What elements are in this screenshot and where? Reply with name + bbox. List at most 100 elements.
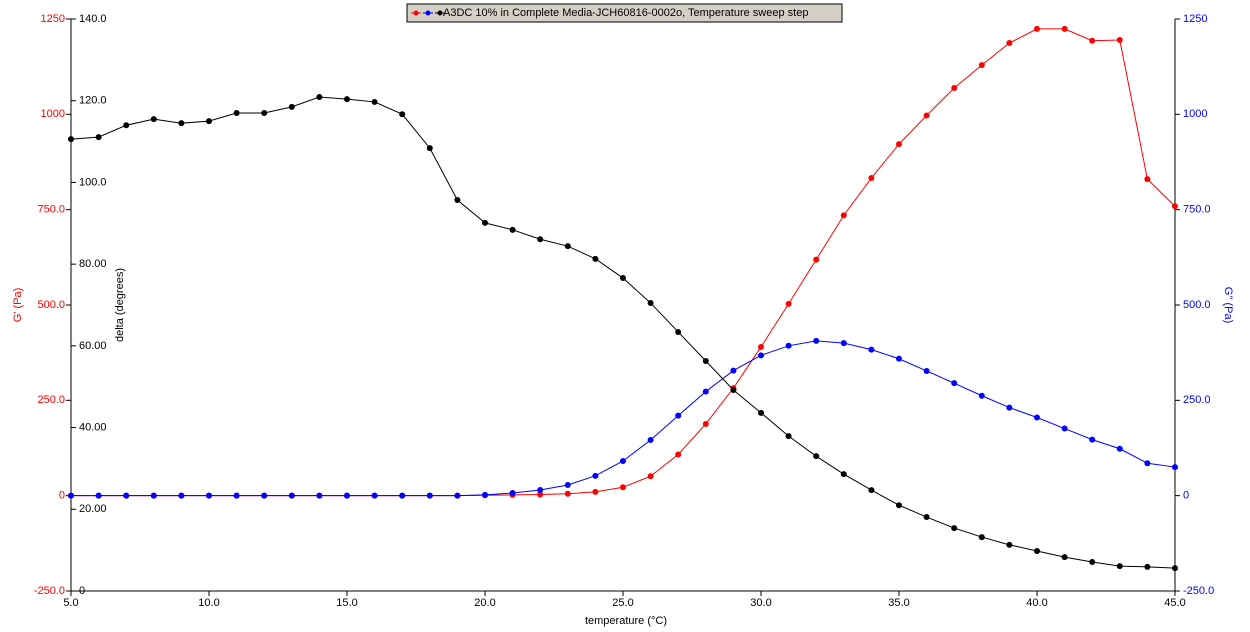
data-point bbox=[426, 492, 433, 499]
data-point bbox=[923, 514, 930, 521]
data-point bbox=[1034, 25, 1040, 32]
data-point bbox=[951, 380, 958, 387]
data-point bbox=[1061, 425, 1068, 432]
data-point bbox=[840, 471, 847, 478]
data-point bbox=[454, 492, 461, 499]
data-point bbox=[1006, 404, 1013, 411]
series-line bbox=[71, 28, 1176, 497]
legend-box bbox=[406, 3, 843, 23]
x-tick-label: 5.0 bbox=[63, 597, 78, 609]
data-point bbox=[1006, 40, 1013, 47]
data-point bbox=[1116, 445, 1123, 452]
y-tick-label: 750.0 bbox=[37, 204, 65, 216]
data-point bbox=[68, 136, 74, 143]
data-point bbox=[1172, 565, 1178, 572]
data-point bbox=[813, 256, 820, 263]
data-point bbox=[592, 472, 599, 479]
data-point bbox=[730, 386, 737, 393]
data-point bbox=[371, 98, 378, 105]
data-point bbox=[675, 412, 682, 419]
data-point bbox=[123, 492, 130, 499]
legend-text: A3DC 10% in Complete Media-JCH60816-0002… bbox=[443, 7, 808, 19]
data-point bbox=[316, 492, 323, 499]
data-point bbox=[813, 453, 820, 460]
data-point bbox=[1089, 436, 1096, 443]
data-point bbox=[95, 492, 102, 499]
data-point bbox=[316, 94, 323, 101]
x-tick-label: 45.0 bbox=[1164, 597, 1185, 609]
x-tick-label: 15.0 bbox=[336, 597, 357, 609]
y-tick-label: 1250 bbox=[41, 13, 65, 25]
x-tick-label: 20.0 bbox=[474, 597, 495, 609]
data-point bbox=[564, 481, 571, 488]
data-point bbox=[1089, 558, 1096, 565]
y3-tick-label: 120.0 bbox=[79, 95, 107, 107]
data-point bbox=[951, 85, 958, 92]
data-point bbox=[896, 355, 902, 362]
data-point bbox=[399, 492, 406, 499]
data-point bbox=[923, 367, 930, 374]
data-point bbox=[150, 116, 157, 123]
x-tick-label: 30.0 bbox=[750, 597, 771, 609]
y2-tick-label: 750.0 bbox=[1183, 204, 1211, 216]
data-point bbox=[233, 492, 240, 499]
data-point bbox=[1172, 203, 1178, 210]
data-point bbox=[1144, 460, 1151, 467]
y3-tick-label: 20.00 bbox=[79, 503, 107, 515]
data-point bbox=[1116, 563, 1123, 570]
data-point bbox=[730, 367, 737, 374]
data-point bbox=[233, 109, 240, 116]
data-point bbox=[1061, 554, 1068, 561]
y-tick-label: 250.0 bbox=[37, 394, 65, 406]
data-point bbox=[592, 488, 599, 495]
y3-tick-label: 40.00 bbox=[79, 421, 107, 433]
data-point bbox=[978, 534, 985, 541]
y2-tick-label: -250.0 bbox=[1183, 585, 1214, 597]
data-point bbox=[482, 219, 488, 226]
data-point bbox=[537, 486, 544, 493]
data-point bbox=[261, 109, 268, 116]
data-point bbox=[923, 112, 930, 119]
y2-tick-label: 1250 bbox=[1183, 13, 1207, 25]
y-tick-label: 0 bbox=[59, 490, 65, 502]
data-point bbox=[620, 275, 626, 282]
data-point bbox=[758, 343, 764, 350]
data-point bbox=[868, 175, 875, 182]
data-point bbox=[178, 492, 185, 499]
data-point bbox=[758, 352, 764, 359]
data-point bbox=[288, 492, 295, 499]
y3-tick-label: 0 bbox=[79, 585, 85, 597]
data-point bbox=[178, 120, 185, 127]
x-axis-label: temperature (°C) bbox=[585, 615, 667, 627]
x-tick-label: 40.0 bbox=[1026, 597, 1047, 609]
y3-tick-label: 60.00 bbox=[79, 340, 107, 352]
data-point bbox=[702, 357, 709, 364]
x-tick-label: 10.0 bbox=[198, 597, 219, 609]
y-axis-label: G' (Pa) bbox=[12, 288, 24, 323]
data-point bbox=[1172, 464, 1178, 471]
data-point bbox=[1144, 176, 1151, 183]
data-point bbox=[564, 490, 571, 497]
data-point bbox=[785, 300, 792, 307]
data-point bbox=[840, 212, 847, 219]
data-point bbox=[537, 491, 544, 498]
data-point bbox=[1116, 36, 1123, 43]
data-point bbox=[647, 299, 654, 306]
data-point bbox=[978, 392, 985, 399]
data-point bbox=[68, 492, 74, 499]
data-point bbox=[647, 473, 654, 480]
data-point bbox=[95, 134, 102, 141]
legend-marker bbox=[413, 10, 419, 16]
legend-marker bbox=[425, 10, 431, 16]
y-tick-label: -250.0 bbox=[34, 585, 65, 597]
data-point bbox=[206, 118, 212, 125]
y2-tick-label: 500.0 bbox=[1183, 299, 1211, 311]
data-point bbox=[675, 328, 682, 335]
data-point bbox=[647, 436, 654, 443]
data-point bbox=[620, 484, 626, 491]
data-point bbox=[702, 420, 709, 427]
data-point bbox=[896, 141, 902, 148]
data-point bbox=[426, 145, 433, 152]
data-point bbox=[978, 62, 985, 69]
